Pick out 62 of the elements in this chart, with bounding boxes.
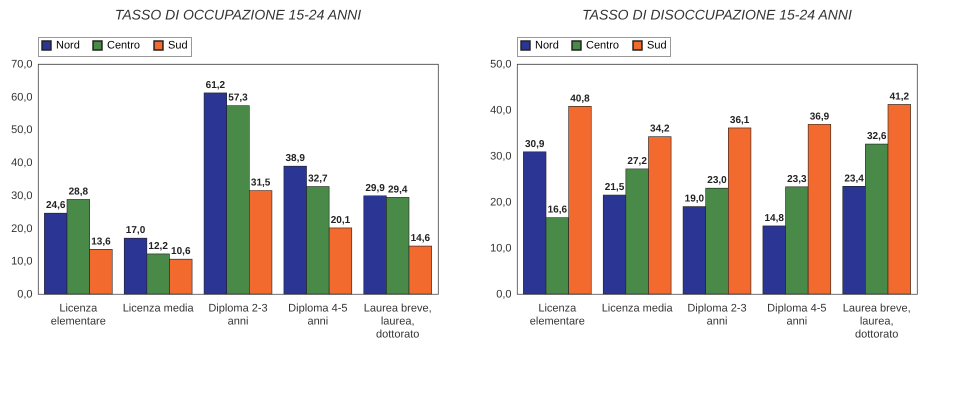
legend-label: Centro xyxy=(107,40,140,52)
data-label: 12,2 xyxy=(148,240,168,252)
data-label: 16,6 xyxy=(548,204,568,216)
data-label: 61,2 xyxy=(206,80,226,91)
x-tick-label: Diploma 4-5 anni xyxy=(767,302,826,328)
x-tick-label: Laurea breve, laurea, dottorato xyxy=(364,302,432,340)
y-tick-label: 40,0 xyxy=(490,104,512,116)
legend-label: Sud xyxy=(647,40,667,52)
data-label: 13,6 xyxy=(91,236,112,248)
y-tick-label: 20,0 xyxy=(490,196,512,208)
data-label: 31,5 xyxy=(250,178,271,188)
data-label: 14,6 xyxy=(410,233,430,244)
y-tick-label: 0,0 xyxy=(496,288,512,300)
chart-title: TASSO DI OCCUPAZIONE 15-24 ANNI xyxy=(114,6,362,22)
y-tick-label: 50,0 xyxy=(11,124,32,136)
data-label: 32,7 xyxy=(308,174,328,185)
y-tick-label: 10,0 xyxy=(11,256,32,268)
data-label: 14,8 xyxy=(764,212,784,224)
data-label: 27,2 xyxy=(627,156,648,167)
x-tick-label: Licenza elementare xyxy=(50,302,106,328)
x-tick-label: Licenza elementare xyxy=(530,302,585,328)
y-tick-label: 30,0 xyxy=(11,190,32,202)
data-label: 41,2 xyxy=(890,91,910,102)
y-tick-label: 60,0 xyxy=(11,91,32,104)
data-label: 40,8 xyxy=(570,93,590,104)
x-tick-label: Licenza media xyxy=(602,302,674,314)
data-label: 23,3 xyxy=(787,174,808,185)
data-label: 21,5 xyxy=(604,182,625,194)
x-tick-label: Diploma 2-3 anni xyxy=(208,302,268,328)
data-label: 10,6 xyxy=(171,246,191,258)
data-label: 28,8 xyxy=(68,186,88,198)
data-label: 30,9 xyxy=(524,138,545,150)
y-tick-label: 50,0 xyxy=(490,58,512,70)
x-tick-label: Laurea breve, laurea, dottorato xyxy=(842,302,911,340)
data-label: 20,1 xyxy=(330,214,351,226)
data-label: 38,9 xyxy=(285,153,306,164)
data-label: 17,0 xyxy=(126,225,146,236)
data-label: 23,0 xyxy=(707,175,728,186)
y-tick-label: 0,0 xyxy=(17,288,32,300)
data-label: 36,1 xyxy=(730,114,750,126)
data-label: 23,4 xyxy=(844,173,864,184)
data-label: 36,9 xyxy=(810,111,830,122)
data-label: 19,0 xyxy=(684,194,705,205)
y-tick-label: 10,0 xyxy=(490,242,512,254)
data-label: 29,4 xyxy=(388,184,408,196)
data-label: 29,9 xyxy=(365,182,386,194)
y-tick-label: 20,0 xyxy=(11,222,32,235)
data-label: 57,3 xyxy=(228,92,248,104)
legend-label: Nord xyxy=(56,40,80,52)
x-tick-label: Diploma 4-5 anni xyxy=(288,302,348,328)
legend-label: Sud xyxy=(168,40,188,52)
x-tick-label: Licenza media xyxy=(122,302,195,314)
data-label: 32,6 xyxy=(866,131,887,142)
legend-label: Centro xyxy=(586,40,620,52)
data-label: 24,6 xyxy=(46,200,66,212)
legend-label: Nord xyxy=(535,40,559,52)
data-label: 34,2 xyxy=(650,124,670,135)
y-tick-label: 40,0 xyxy=(11,157,32,170)
y-tick-label: 70,0 xyxy=(11,58,32,70)
y-tick-label: 30,0 xyxy=(490,150,512,162)
x-tick-label: Diploma 2-3 anni xyxy=(687,302,747,328)
chart-title: TASSO DI DISOCCUPAZIONE 15-24 ANNI xyxy=(582,6,852,22)
